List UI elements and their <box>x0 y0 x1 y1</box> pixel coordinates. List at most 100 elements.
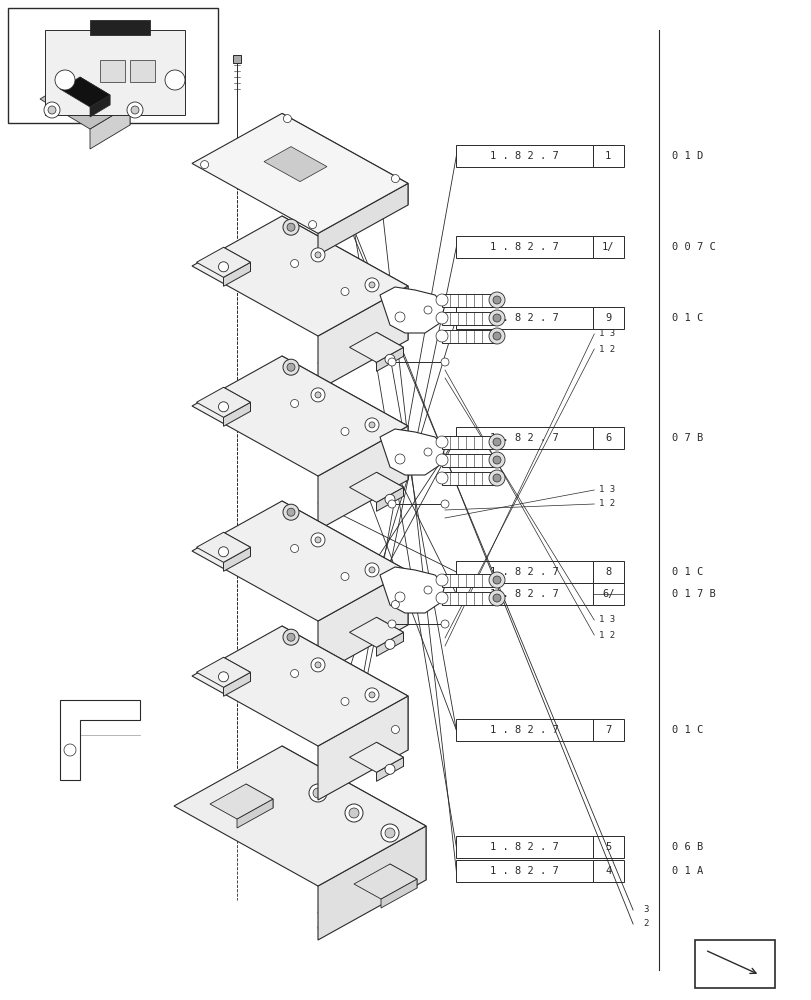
Circle shape <box>394 454 405 464</box>
Circle shape <box>368 282 375 288</box>
Circle shape <box>290 544 298 552</box>
Text: 1 3: 1 3 <box>599 486 615 494</box>
Circle shape <box>436 592 448 604</box>
Circle shape <box>488 590 504 606</box>
Circle shape <box>283 115 291 123</box>
Bar <box>456 860 592 882</box>
Circle shape <box>488 470 504 486</box>
Circle shape <box>218 262 228 272</box>
Polygon shape <box>349 472 403 502</box>
Circle shape <box>384 828 394 838</box>
Polygon shape <box>354 864 417 899</box>
Polygon shape <box>223 247 250 271</box>
Bar <box>233 55 241 63</box>
Circle shape <box>436 436 448 448</box>
Bar <box>441 472 496 485</box>
Polygon shape <box>191 113 407 233</box>
Text: 2: 2 <box>642 920 648 928</box>
Text: 0 7 B: 0 7 B <box>672 433 702 443</box>
Circle shape <box>309 784 327 802</box>
Text: 1 . 8 2 . 7: 1 . 8 2 . 7 <box>490 433 558 443</box>
Bar <box>45 30 185 115</box>
Polygon shape <box>174 746 426 886</box>
Circle shape <box>315 662 320 668</box>
Bar <box>456 836 592 858</box>
Circle shape <box>341 428 349 436</box>
Text: 0 6 B: 0 6 B <box>672 842 702 852</box>
Circle shape <box>384 494 394 504</box>
Circle shape <box>315 392 320 398</box>
Circle shape <box>388 358 396 366</box>
Polygon shape <box>196 657 250 687</box>
Polygon shape <box>223 262 250 286</box>
Circle shape <box>492 594 500 602</box>
Circle shape <box>365 563 379 577</box>
Polygon shape <box>60 700 139 780</box>
Text: 1 . 8 2 . 7: 1 . 8 2 . 7 <box>490 725 558 735</box>
Circle shape <box>283 359 298 375</box>
Circle shape <box>312 788 323 798</box>
Bar <box>456 145 592 167</box>
Circle shape <box>127 102 143 118</box>
Polygon shape <box>318 286 407 390</box>
Circle shape <box>436 294 448 306</box>
Circle shape <box>290 259 298 267</box>
Circle shape <box>492 438 500 446</box>
Bar <box>592 427 623 449</box>
Circle shape <box>423 448 431 456</box>
Circle shape <box>368 422 375 428</box>
Text: 1/: 1/ <box>601 242 614 252</box>
Bar <box>441 436 496 449</box>
Circle shape <box>341 572 349 580</box>
Bar <box>592 145 623 167</box>
Circle shape <box>423 586 431 594</box>
Text: 0 1 C: 0 1 C <box>672 567 702 577</box>
Bar <box>90 20 150 35</box>
Circle shape <box>283 219 298 235</box>
Bar <box>694 940 774 988</box>
Circle shape <box>311 248 324 262</box>
Polygon shape <box>246 784 272 808</box>
Bar <box>592 307 623 329</box>
Circle shape <box>488 328 504 344</box>
Text: 9: 9 <box>604 313 611 323</box>
Circle shape <box>488 452 504 468</box>
Polygon shape <box>191 216 407 336</box>
Circle shape <box>492 296 500 304</box>
Polygon shape <box>281 501 407 625</box>
Text: 0 1 D: 0 1 D <box>672 151 702 161</box>
Polygon shape <box>380 287 444 333</box>
Circle shape <box>365 418 379 432</box>
Text: 1: 1 <box>604 151 611 161</box>
Text: 1 2: 1 2 <box>599 344 615 354</box>
Polygon shape <box>380 567 444 613</box>
Polygon shape <box>376 757 403 781</box>
Polygon shape <box>223 387 250 411</box>
Polygon shape <box>40 75 130 129</box>
Polygon shape <box>389 864 417 888</box>
Polygon shape <box>376 742 403 766</box>
Circle shape <box>394 312 405 322</box>
Text: 1 3: 1 3 <box>599 615 615 624</box>
Circle shape <box>492 456 500 464</box>
Circle shape <box>488 292 504 308</box>
Polygon shape <box>281 356 407 480</box>
Text: 0 1 C: 0 1 C <box>672 725 702 735</box>
Circle shape <box>492 314 500 322</box>
Circle shape <box>391 456 399 464</box>
Circle shape <box>345 804 363 822</box>
Text: 3: 3 <box>642 906 648 914</box>
Bar <box>456 236 592 258</box>
Polygon shape <box>281 216 407 340</box>
Polygon shape <box>264 147 327 182</box>
Polygon shape <box>349 742 403 772</box>
Polygon shape <box>376 487 403 511</box>
Circle shape <box>349 808 358 818</box>
Circle shape <box>436 472 448 484</box>
Circle shape <box>55 70 75 90</box>
Circle shape <box>315 252 320 258</box>
Circle shape <box>368 692 375 698</box>
Polygon shape <box>191 501 407 621</box>
Polygon shape <box>80 77 109 105</box>
Circle shape <box>290 399 298 408</box>
